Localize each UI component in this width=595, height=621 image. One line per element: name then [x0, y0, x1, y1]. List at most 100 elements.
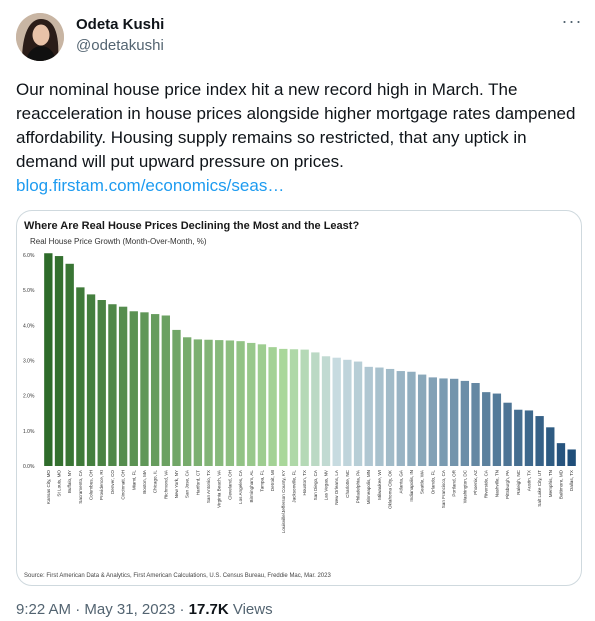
bar: [439, 378, 448, 467]
bar: [97, 300, 106, 466]
tweet-link[interactable]: blog.firstam.com/economics/seas…: [16, 176, 285, 195]
bar: [172, 329, 181, 466]
x-tick-label: New York, NY: [174, 470, 179, 498]
x-tick-label: Jacksonville, FL: [291, 470, 296, 503]
x-tick-label: Hartford, CT: [195, 470, 200, 495]
bar: [193, 339, 203, 466]
bar: [417, 374, 427, 466]
x-tick-label: Seattle, WA: [420, 469, 425, 494]
author-avatar[interactable]: [16, 13, 64, 61]
x-tick-label: Dallas, TX: [569, 470, 574, 491]
x-tick-label: Boston, MA: [142, 469, 147, 494]
x-tick-label: Las Vegas, NV: [324, 469, 329, 500]
bar: [343, 359, 352, 466]
x-tick-label: Riverside, CA: [484, 469, 489, 498]
x-tick-label: Tampa, FL: [259, 470, 264, 492]
x-tick-label: St Louis, MO: [57, 470, 62, 497]
y-tick-label: 5.0%: [23, 288, 35, 294]
bar: [257, 344, 267, 466]
x-tick-label: Austin, TX: [526, 470, 531, 491]
bar: [161, 315, 170, 466]
x-tick-label: Chicago, IL: [153, 470, 158, 494]
bar: [546, 427, 555, 466]
bar: [332, 357, 341, 466]
views-label: Views: [232, 601, 273, 618]
x-tick-label: Denver, CO: [110, 470, 115, 494]
tweet-time[interactable]: 9:22 AM: [16, 601, 72, 618]
views-count: 17.7K: [188, 601, 229, 618]
bar: [482, 392, 491, 466]
x-tick-label: San Diego, CA: [313, 469, 318, 500]
chart-card[interactable]: 0.0% 1.0% 2.0% 3.0% 4.0% 5.0% 6.0% Kansas City,…: [16, 210, 582, 586]
meta-separator: ·: [179, 601, 185, 618]
bar: [407, 371, 416, 466]
chart-title: Where Are Real House Prices Declining th…: [24, 220, 360, 232]
x-tick-label: Nashville, TN: [494, 470, 499, 497]
x-tick-label: Richmond, VA: [163, 469, 168, 499]
x-tick-label: New Orleans, LA: [334, 469, 339, 505]
x-tick-label: Charlotte, NC: [345, 469, 350, 498]
bar: [396, 371, 405, 466]
x-tick-label: Indianapolis, IN: [409, 470, 414, 502]
x-tick-label: Baltimore, MD: [558, 469, 563, 499]
x-tick-label: Phoenix, AZ: [473, 470, 478, 495]
bar: [450, 378, 459, 466]
x-tick-label: Philadelphia, PA: [356, 469, 361, 503]
y-tick-label: 6.0%: [23, 253, 35, 259]
bar: [65, 263, 74, 466]
bar: [108, 304, 117, 466]
x-tick-label: Birmingham, AL: [249, 470, 254, 503]
y-tick-label: 3.0%: [23, 359, 35, 365]
bar: [204, 339, 213, 466]
bar: [524, 410, 534, 466]
x-tick-label: Memphis, TN: [548, 470, 553, 497]
bar: [150, 314, 160, 466]
tweet-date[interactable]: May 31, 2023: [84, 601, 176, 618]
x-tick-label: Minneapolis, MN: [366, 470, 371, 504]
bar: [535, 416, 544, 466]
tweet-text: Our nominal house price index hit a new …: [16, 80, 576, 171]
x-tick-label: Los Angeles, CA: [238, 469, 243, 504]
bar: [321, 356, 331, 466]
x-tick-label: Pittsburgh, PA: [505, 469, 510, 499]
bar: [247, 342, 256, 466]
x-tick-label: Portland, OR: [452, 469, 457, 496]
more-horizontal-icon[interactable]: ···: [561, 11, 583, 31]
x-tick-label: Salt Lake City, UT: [537, 470, 542, 507]
y-tick-label: 1.0%: [23, 429, 35, 435]
tweet-body: Our nominal house price index hit a new …: [16, 78, 576, 198]
x-tick-label: Oklahoma City, OK: [388, 469, 393, 509]
x-tick-label: Orlando, FL: [430, 470, 435, 495]
chart-source: Source: First American Data & Analytics,…: [24, 573, 331, 579]
bar: [385, 368, 395, 466]
y-tick-label: 2.0%: [23, 394, 35, 400]
x-tick-label: Louisville/Jefferson County, KY: [281, 470, 286, 533]
bar: [353, 361, 363, 467]
x-tick-label: Cleveland, OH: [227, 470, 232, 500]
bar: [471, 383, 480, 466]
x-tick-label: Buffalo, NY: [67, 470, 72, 493]
bar: [460, 380, 470, 466]
bar: [556, 443, 566, 466]
x-tick-label: San Jose, CA: [185, 469, 190, 498]
x-tick-label: Atlanta, GA: [398, 469, 403, 493]
bar: [300, 349, 309, 466]
bar: [86, 294, 96, 466]
x-tick-label: Houston, TX: [302, 470, 307, 495]
chart-subtitle: Real House Price Growth (Month-Over-Mont…: [30, 237, 207, 246]
bar: [129, 311, 138, 466]
bar: [289, 349, 299, 466]
x-tick-label: San Antonio, TX: [206, 470, 211, 503]
bar: [236, 341, 245, 466]
avatar-photo: [16, 13, 64, 61]
author-handle[interactable]: @odetakushi: [76, 37, 164, 54]
x-tick-label: Miami, FL: [131, 470, 136, 491]
x-tick-label: San Francisco, CA: [441, 469, 446, 508]
bar: [567, 449, 576, 466]
x-tick-label: Kansas City, MO: [46, 470, 51, 505]
bar: [375, 367, 384, 466]
bar: [311, 352, 320, 466]
tweet-meta: 9:22 AM · May 31, 2023 · 17.7K Views: [16, 601, 273, 618]
bar: [76, 287, 85, 466]
author-name[interactable]: Odeta Kushi: [76, 16, 165, 33]
